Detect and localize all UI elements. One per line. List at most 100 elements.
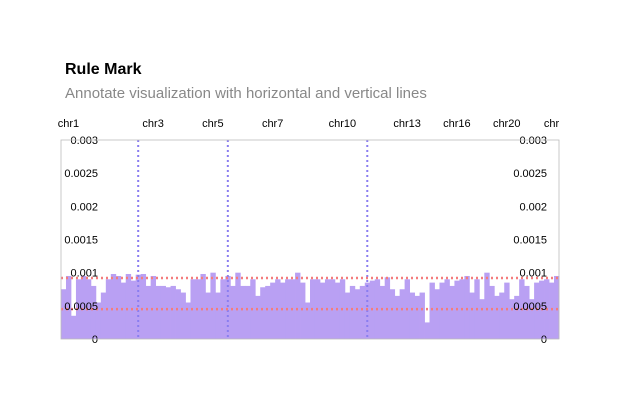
y-tick-label-right: 0.0025 [513, 168, 547, 180]
bar [449, 285, 455, 339]
y-tick-label-left: 0.0025 [64, 168, 98, 180]
bar [399, 289, 406, 339]
bar [414, 295, 420, 339]
y-tick-label-left: 0.002 [70, 201, 98, 213]
bar [479, 299, 485, 339]
bar [265, 285, 271, 339]
bar [469, 292, 475, 339]
bar [334, 282, 341, 339]
x-axis-top: chr1 chr3 chr5 chr7 chr10 chr13 chr16 chr20 chr [58, 118, 560, 130]
bar [319, 282, 326, 339]
y-axis-left: 0 0.0005 0.001 0.0015 0.002 0.0025 0.003 [64, 135, 98, 346]
bar [270, 282, 276, 339]
bar [140, 273, 147, 339]
bar [150, 275, 157, 339]
x-tick-label: chr3 [142, 118, 163, 130]
x-tick-label: chr1 [58, 118, 79, 130]
x-tick-label: chr13 [393, 118, 421, 130]
bar [379, 285, 386, 339]
bar [509, 299, 515, 339]
y-tick-label-right: 0.001 [519, 268, 547, 280]
bar [359, 285, 366, 339]
chart-title: Rule Mark [65, 61, 142, 78]
bar [120, 282, 127, 339]
bar [190, 279, 196, 339]
y-tick-label-right: 0 [541, 334, 547, 346]
x-tick-label: chr20 [493, 118, 521, 130]
y-tick-label-right: 0.002 [519, 201, 547, 213]
bar [125, 273, 132, 339]
bar [534, 282, 540, 339]
bar [90, 285, 97, 339]
y-tick-label-left: 0 [92, 334, 98, 346]
bar [300, 282, 306, 339]
bar [230, 285, 236, 339]
bar [130, 280, 137, 339]
bar [95, 302, 102, 339]
bar [295, 272, 301, 339]
bar [514, 295, 520, 339]
bar [280, 282, 286, 339]
bar [145, 285, 152, 339]
x-tick-label: chr5 [202, 118, 223, 130]
bar [205, 292, 211, 339]
bar [354, 289, 361, 339]
bar [409, 292, 415, 339]
bar [210, 272, 216, 339]
bar [75, 279, 82, 339]
y-tick-label-right: 0.003 [519, 135, 547, 147]
bar [389, 289, 396, 339]
y-tick-label-right: 0.0015 [513, 235, 547, 247]
bar [554, 275, 560, 339]
bar [180, 292, 186, 339]
y-axis-right: 0 0.0005 0.001 0.0015 0.002 0.0025 0.003 [513, 135, 547, 346]
bar [195, 279, 201, 339]
y-tick-label-right: 0.0005 [513, 301, 547, 313]
y-tick-label-left: 0.001 [70, 268, 98, 280]
bar [85, 279, 92, 339]
bars-layer [61, 272, 560, 339]
bar [160, 285, 166, 339]
bar [61, 289, 67, 339]
bar [260, 287, 266, 339]
bar [439, 282, 445, 339]
plot-frame [60, 139, 560, 340]
bar [200, 273, 206, 339]
bar [245, 285, 251, 339]
chart-subtitle: Annotate visualization with horizontal a… [65, 85, 427, 102]
bar [235, 272, 241, 339]
bar [220, 279, 226, 339]
bar [185, 302, 191, 339]
bar [100, 292, 107, 339]
bar [394, 295, 401, 339]
bar [240, 285, 246, 339]
bar [155, 285, 161, 339]
bar [255, 295, 261, 339]
bar [524, 285, 530, 339]
bar [549, 282, 555, 339]
bar [429, 282, 435, 339]
y-tick-label-left: 0.003 [70, 135, 98, 147]
bar [344, 292, 351, 339]
bar [225, 275, 231, 339]
x-tick-label: chr16 [443, 118, 471, 130]
bar [529, 299, 535, 339]
bar [175, 289, 181, 339]
bar [504, 282, 510, 339]
rules-layer [61, 140, 559, 339]
x-tick-label: chr [544, 118, 560, 130]
bar [434, 289, 440, 339]
x-tick-label: chr7 [262, 118, 283, 130]
bar [70, 315, 77, 339]
bar [65, 275, 72, 339]
bar [170, 285, 176, 339]
y-tick-label-left: 0.0005 [64, 301, 98, 313]
bar [499, 292, 505, 339]
bar [489, 285, 495, 339]
bar [484, 272, 490, 339]
bar [110, 273, 117, 339]
y-tick-label-left: 0.0015 [64, 235, 98, 247]
bar [494, 295, 500, 339]
bar [464, 275, 470, 339]
